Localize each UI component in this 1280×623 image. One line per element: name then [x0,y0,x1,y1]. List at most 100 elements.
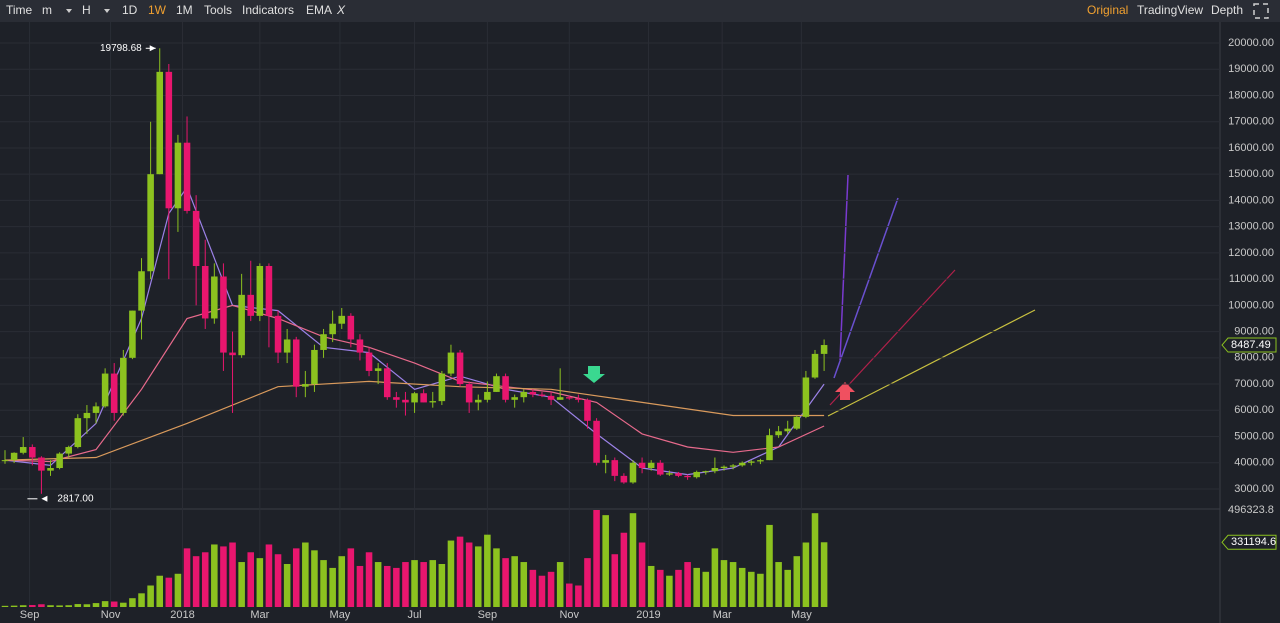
fullscreen-icon[interactable] [1253,3,1269,19]
annotation-arrowhead [149,45,156,52]
volume-bar [666,575,673,607]
toolbar-button[interactable]: EMA [306,3,332,17]
volume-bar [10,605,18,607]
candle-body [174,142,182,209]
candle-body [402,399,409,403]
volume-bar [511,556,518,607]
candle-body [693,471,700,478]
candle-body [720,466,728,469]
volume-bar [374,562,382,607]
volume-bar [19,605,27,607]
toolbar-button[interactable]: Tools [204,3,232,17]
volume-bar [675,569,682,607]
y-tick-label: 12000.00 [1228,247,1274,259]
candle-body [101,373,109,407]
candle-body [47,468,54,471]
candle-body [411,393,418,403]
volume-bar [793,556,801,607]
candle-body [502,376,509,400]
volume-bar [238,562,245,607]
candle-body [292,339,300,387]
toolbar-button[interactable]: m [42,3,52,17]
volume-bar [775,562,782,607]
volume-bar [820,542,828,607]
volume-bar [110,601,118,607]
volume-bar [611,554,619,607]
y-tick-label: 14000.00 [1228,194,1274,206]
toolbar-button[interactable]: Time [6,3,33,17]
volume-bar [438,564,446,607]
candle-body [684,475,691,478]
x-tick-label: Jul [408,609,422,621]
volume-bar [356,565,364,607]
volume-bar [383,565,391,607]
candle-body [229,352,236,356]
candle-body [38,457,45,471]
toolbar-button[interactable]: Original [1087,3,1128,17]
candle-body [19,447,27,453]
volume-bar [192,556,200,607]
volume-bar [365,552,373,607]
volume-bar [702,571,710,607]
projection-line [827,309,1036,417]
y-tick-label: 11000.00 [1229,273,1274,285]
candle-body [456,352,464,385]
volume-bar [265,544,273,607]
y-tick-label: 10000.00 [1228,299,1274,311]
candle-body [329,323,336,335]
volume-bar [474,546,482,607]
candle-body [256,266,264,316]
volume-bar [593,510,600,607]
last-value-label: 8487.49 [1231,339,1271,351]
volume-bar [56,605,63,607]
x-tick-label: Nov [559,609,579,621]
candle-body [529,391,537,395]
volume-bar [402,562,409,607]
candle-body [757,460,764,462]
volume-bar [174,573,182,607]
toolbar-button[interactable]: Indicators [242,3,294,17]
candle-body [311,349,318,385]
toolbar-button[interactable]: 1M [176,3,193,17]
toolbar-button[interactable]: H [82,3,91,17]
candle-body [429,401,437,403]
candle-body [10,452,18,461]
annotation-arrowhead [41,495,48,502]
volume-bar [338,556,346,607]
toolbar-button[interactable]: X [336,3,346,17]
candle-body [247,294,255,316]
y-tick-label: 9000.00 [1234,325,1274,337]
volume-bar [766,524,773,607]
volume-bar [183,548,191,607]
candle-body [465,384,473,403]
volume-bar [347,548,355,607]
volume-bar [302,542,309,607]
candle-body [702,471,710,473]
toolbar-button[interactable]: 1W [148,3,167,17]
candle-body [775,431,782,436]
toolbar-button[interactable]: Depth [1211,3,1243,17]
volume-bar [211,544,218,607]
candle-body [420,393,427,403]
y-tick-label: 19000.00 [1228,63,1274,75]
candle-body [766,435,773,461]
volume-bar [556,562,564,607]
candle-body [92,406,100,413]
toolbar-button[interactable]: 1D [122,3,138,17]
volume-bar [274,554,282,607]
volume-bar [411,560,418,607]
candle-body [802,377,810,417]
projection-line [833,197,899,379]
candle-body [666,473,673,475]
sell-arrow [583,366,605,383]
candle-body [220,276,227,353]
toolbar-button[interactable]: TradingView [1137,3,1203,17]
candle-body [711,468,719,472]
y-tick-label: 3000.00 [1234,483,1274,495]
candle-body [365,352,373,371]
x-tick-label: 2019 [636,609,660,621]
volume-bar [620,532,628,607]
candle-body [547,395,555,400]
volume-bar [29,605,36,607]
